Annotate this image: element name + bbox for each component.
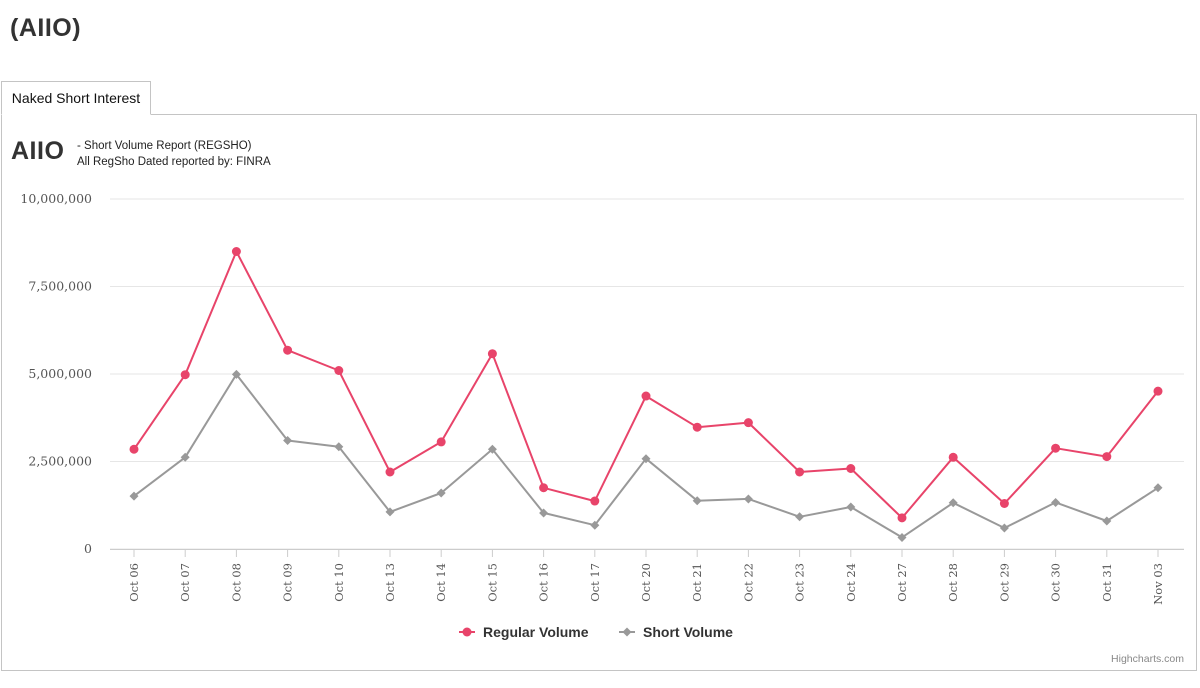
data-point[interactable] (487, 444, 497, 454)
data-point[interactable] (795, 512, 805, 522)
grid-lines (110, 198, 1184, 550)
chart-panel: AIIO - Short Volume Report (REGSHO) All … (1, 114, 1197, 671)
data-point[interactable] (846, 464, 856, 473)
x-tick-label: Oct 13 (383, 563, 397, 602)
data-point[interactable] (641, 391, 651, 401)
x-tick-label: Oct 16 (537, 563, 551, 602)
x-tick-label: Nov 03 (1151, 563, 1165, 605)
highcharts-credits[interactable]: Highcharts.com (1111, 653, 1184, 665)
data-point[interactable] (231, 369, 241, 379)
x-tick-label: Oct 24 (844, 563, 858, 602)
x-tick-label: Oct 23 (793, 563, 807, 602)
y-tick-label: 7,500,000 (28, 279, 92, 294)
x-axis-labels: Oct 06 Oct 07 Oct 08 Oct 09 Oct 10 Oct 13 Oct … (127, 549, 1165, 605)
chart-subtitle-line1: - Short Volume Report (REGSHO) (77, 140, 252, 152)
y-axis-labels: 0 2,500,000 5,000,000 7,500,000 10,000,000 (20, 191, 92, 556)
data-point[interactable] (1051, 443, 1061, 453)
data-point[interactable] (180, 370, 190, 380)
data-point[interactable] (1153, 483, 1163, 493)
x-tick-label: Oct 20 (639, 563, 653, 602)
data-point[interactable] (692, 496, 702, 506)
data-point[interactable] (385, 467, 395, 477)
data-point[interactable] (487, 349, 497, 359)
legend-item-short-volume[interactable]: Short Volume (619, 624, 733, 640)
data-point[interactable] (743, 418, 753, 428)
x-tick-label: Oct 15 (485, 563, 499, 602)
legend-label: Regular Volume (483, 624, 589, 640)
legend-circle-icon (462, 627, 472, 637)
page-title: (AIIO) (10, 14, 82, 42)
x-tick-label: Oct 08 (229, 563, 243, 602)
data-point[interactable] (129, 444, 139, 454)
data-point[interactable] (539, 483, 549, 493)
legend-diamond-icon (622, 627, 632, 637)
x-tick-label: Oct 27 (895, 563, 909, 602)
data-point[interactable] (334, 366, 344, 375)
data-point[interactable] (692, 422, 702, 432)
y-tick-label: 5,000,000 (28, 366, 92, 381)
series-short-volume (129, 369, 1163, 542)
data-point[interactable] (795, 467, 805, 477)
x-tick-label: Oct 29 (997, 563, 1011, 602)
x-tick-label: Oct 09 (281, 563, 295, 602)
data-point[interactable] (948, 498, 958, 508)
data-point[interactable] (897, 532, 907, 542)
data-point[interactable] (1153, 386, 1163, 396)
x-tick-label: Oct 06 (127, 563, 141, 602)
data-point[interactable] (539, 508, 549, 518)
tab-naked-short-interest[interactable]: Naked Short Interest (1, 81, 151, 115)
data-point[interactable] (641, 454, 651, 464)
data-point[interactable] (283, 345, 293, 355)
series-line (133, 250, 1159, 519)
y-tick-label: 0 (84, 541, 92, 556)
data-point[interactable] (1102, 452, 1112, 462)
x-tick-label: Oct 28 (946, 563, 960, 602)
x-tick-label: Oct 21 (690, 563, 704, 602)
data-point[interactable] (334, 442, 344, 452)
y-tick-label: 2,500,000 (28, 454, 92, 469)
x-tick-label: Oct 30 (1049, 563, 1063, 602)
x-tick-label: Oct 31 (1100, 563, 1114, 602)
data-point[interactable] (436, 488, 446, 498)
legend: Regular Volume Short Volume (459, 624, 733, 640)
x-tick-label: Oct 14 (434, 563, 448, 602)
data-point[interactable] (897, 513, 907, 523)
data-point[interactable] (846, 502, 856, 512)
data-point[interactable] (1102, 516, 1112, 526)
data-point[interactable] (283, 436, 293, 445)
volume-line-chart: 0 2,500,000 5,000,000 7,500,000 10,000,000 O… (20, 191, 1184, 640)
data-point[interactable] (129, 491, 139, 501)
chart-ticker: AIIO (11, 137, 65, 165)
data-point[interactable] (385, 507, 395, 517)
data-point[interactable] (231, 247, 241, 256)
data-point[interactable] (180, 452, 190, 462)
data-point[interactable] (436, 437, 446, 447)
data-point[interactable] (999, 499, 1009, 508)
x-tick-label: Oct 17 (588, 563, 602, 602)
data-point[interactable] (590, 496, 600, 506)
legend-item-regular-volume[interactable]: Regular Volume (459, 624, 589, 640)
x-tick-label: Oct 22 (741, 563, 755, 602)
x-tick-label: Oct 07 (178, 563, 192, 602)
chart-subtitle: - Short Volume Report (REGSHO) All RegSh… (77, 138, 271, 170)
series-regular-volume (129, 247, 1163, 523)
data-point[interactable] (999, 523, 1009, 533)
data-point[interactable] (948, 452, 958, 462)
series-layer (129, 247, 1163, 542)
data-point[interactable] (743, 494, 753, 504)
legend-label: Short Volume (643, 624, 733, 640)
y-tick-label: 10,000,000 (20, 191, 92, 206)
data-point[interactable] (590, 520, 600, 530)
chart-subtitle-line2: All RegSho Dated reported by: FINRA (77, 156, 271, 168)
data-point[interactable] (1051, 497, 1061, 507)
x-tick-label: Oct 10 (332, 563, 346, 602)
